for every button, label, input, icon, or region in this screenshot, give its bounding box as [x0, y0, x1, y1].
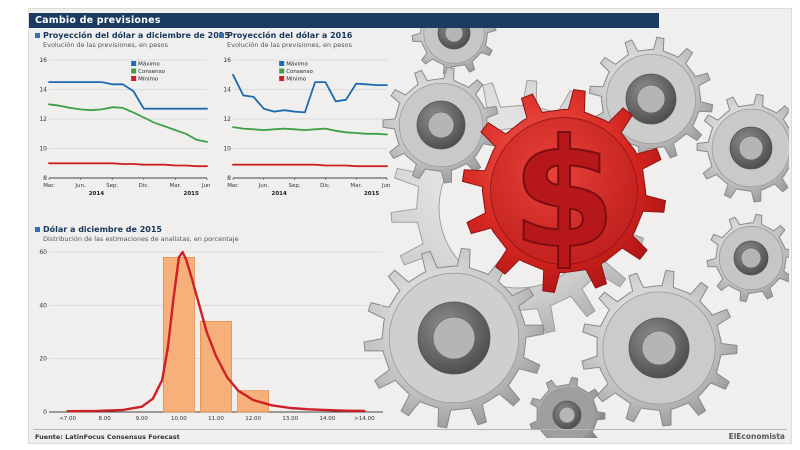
- svg-text:Mínimo: Mínimo: [138, 76, 159, 83]
- svg-text:Dic.: Dic.: [139, 183, 150, 189]
- distribution-subtitle: Distribución de las estimaciones de anal…: [43, 235, 239, 243]
- svg-text:Mar.: Mar.: [350, 183, 362, 189]
- svg-text:16: 16: [223, 57, 231, 64]
- svg-text:Sep.: Sep.: [289, 183, 301, 189]
- gear: [390, 79, 648, 337]
- chart-dec2015-block: Proyección del dólar a diciembre de 2015…: [35, 31, 230, 206]
- chart-2016-block: Proyección del dólar a 2016 Evolución de…: [219, 31, 395, 206]
- svg-text:<7.00: <7.00: [59, 416, 76, 422]
- distribution-title: Dólar a diciembre de 2015: [43, 225, 162, 234]
- svg-text:2015: 2015: [184, 191, 199, 197]
- brand-logo: ElEconomista: [728, 432, 785, 441]
- chart-title-row: Proyección del dólar a 2016: [219, 31, 395, 40]
- gear: [588, 36, 714, 162]
- svg-text:60: 60: [39, 249, 47, 256]
- svg-text:13.00: 13.00: [282, 416, 298, 422]
- chart-dec2015-title: Proyección del dólar a diciembre de 2015: [43, 31, 230, 40]
- svg-text:Máximo: Máximo: [286, 61, 308, 68]
- gear: [363, 247, 545, 429]
- svg-text:10: 10: [39, 146, 47, 153]
- svg-text:2014: 2014: [272, 191, 287, 197]
- distribution-block: Dólar a diciembre de 2015 Distribución d…: [35, 225, 391, 432]
- svg-text:Sep.: Sep.: [106, 183, 118, 189]
- chart-title-row: Dólar a diciembre de 2015: [35, 225, 391, 234]
- svg-text:Mar.: Mar.: [227, 183, 239, 189]
- svg-text:40: 40: [39, 302, 47, 309]
- gear: [706, 213, 789, 303]
- source-text: Fuente: LatinFocus Consensus Forecast: [35, 433, 180, 441]
- title-bullet-icon: [35, 33, 40, 38]
- svg-text:10.00: 10.00: [171, 416, 187, 422]
- svg-text:8.00: 8.00: [99, 416, 112, 422]
- svg-text:Máximo: Máximo: [138, 61, 160, 68]
- page-title: Cambio de previsiones: [35, 15, 161, 26]
- footer-divider: [33, 429, 787, 430]
- svg-text:9.00: 9.00: [136, 416, 149, 422]
- header-bar: Cambio de previsiones: [29, 13, 659, 28]
- gear: [696, 93, 789, 203]
- svg-text:12: 12: [223, 116, 231, 123]
- svg-text:0: 0: [43, 409, 47, 416]
- infographic-panel: Cambio de previsiones $: [28, 8, 792, 444]
- analyst-distribution-chart: 0 20 40 60 <7.00 8.00 9.00 10.00 11.00 12.00 13.00…: [39, 249, 383, 422]
- svg-text:2015: 2015: [364, 191, 379, 197]
- svg-text:14: 14: [39, 87, 47, 94]
- gears-illustration: $: [363, 13, 789, 438]
- chart-title-row: Proyección del dólar a diciembre de 2015: [35, 31, 230, 40]
- svg-text:Mínimo: Mínimo: [286, 76, 307, 83]
- svg-text:11.00: 11.00: [208, 416, 224, 422]
- svg-text:Jun.: Jun.: [74, 183, 86, 189]
- svg-text:16: 16: [39, 57, 47, 64]
- svg-text:Mar.: Mar.: [170, 183, 182, 189]
- chart-2016-subtitle: Evolución de las previsiones, en pesos: [227, 41, 353, 49]
- svg-text:Consenso: Consenso: [138, 69, 165, 75]
- gear: [382, 66, 499, 184]
- svg-text:14.00: 14.00: [319, 416, 335, 422]
- svg-text:Consenso: Consenso: [286, 69, 313, 75]
- chart-dec2015-subtitle: Evolución de las previsiones, en pesos: [43, 41, 169, 49]
- svg-text:12: 12: [39, 116, 47, 123]
- svg-text:Mar.: Mar.: [43, 183, 55, 189]
- svg-text:8: 8: [227, 175, 231, 182]
- gear: [581, 269, 738, 427]
- svg-text:10: 10: [223, 146, 231, 153]
- forecast-2016-chart: 810121416Mar.Jun.Sep.Dic.Mar.Jun.2014201…: [223, 57, 392, 197]
- dollar-sign: $: [512, 108, 616, 282]
- svg-text:20: 20: [39, 356, 47, 363]
- chart-2016-title: Proyección del dólar a 2016: [227, 31, 353, 40]
- title-bullet-icon: [35, 227, 40, 232]
- forecast-dec2015-chart: 810121416Mar.Jun.Sep.Dic.Mar.Jun.2014201…: [39, 57, 212, 197]
- svg-text:12.00: 12.00: [245, 416, 261, 422]
- svg-text:>14.00: >14.00: [354, 416, 375, 422]
- svg-text:8: 8: [43, 175, 47, 182]
- svg-text:Jun.: Jun.: [258, 183, 270, 189]
- dollar-gear: [461, 88, 667, 294]
- svg-text:14: 14: [223, 87, 231, 94]
- svg-text:Dic.: Dic.: [320, 183, 331, 189]
- svg-text:2014: 2014: [89, 191, 104, 197]
- title-bullet-icon: [219, 33, 224, 38]
- svg-text:Jun.: Jun.: [381, 183, 391, 189]
- svg-text:Jun.: Jun.: [201, 183, 211, 189]
